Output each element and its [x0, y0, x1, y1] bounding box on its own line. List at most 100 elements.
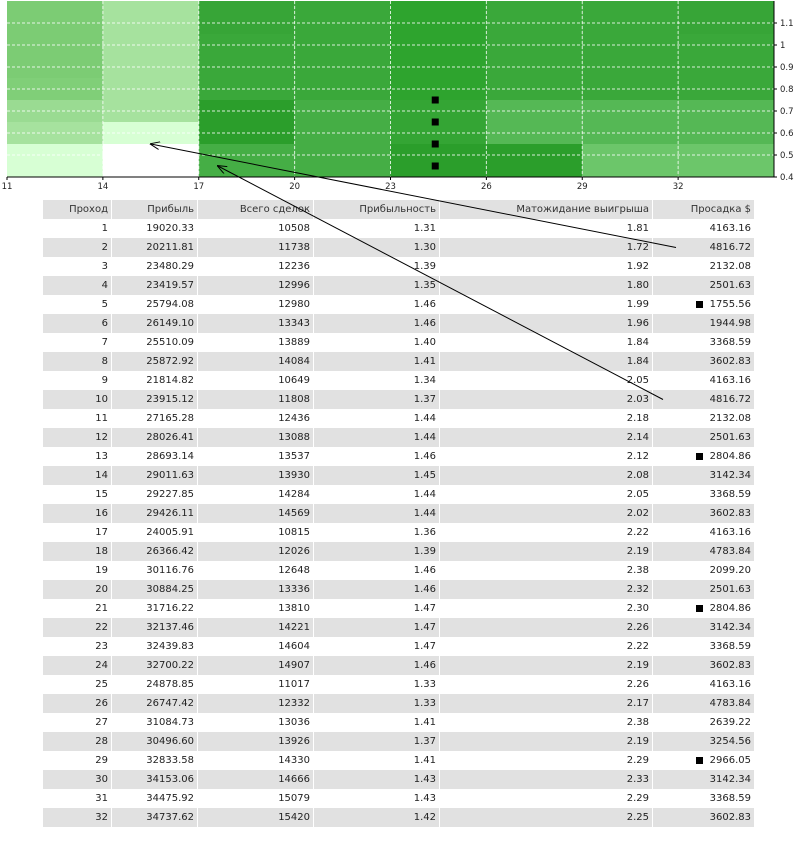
- heatmap-cell: [582, 78, 679, 100]
- table-row[interactable]: 28 30496.60 13926 1.37 2.19 3254.56: [43, 732, 755, 751]
- table-row[interactable]: 20 30884.25 13336 1.46 2.32 2501.63: [43, 580, 755, 599]
- header-profit[interactable]: Прибыль: [111, 200, 198, 219]
- table-row[interactable]: 27 31084.73 13036 1.41 2.38 2639.22: [43, 713, 755, 732]
- table-cell: 1.39: [313, 542, 440, 561]
- cell-value: 19: [95, 565, 108, 576]
- cell-value: 3142.34: [709, 622, 751, 633]
- table-cell: 1.31: [313, 219, 440, 238]
- table-row[interactable]: 26 26747.42 12332 1.33 2.17 4783.84: [43, 694, 755, 713]
- table-row[interactable]: 30 34153.06 14666 1.43 2.33 3142.34: [43, 770, 755, 789]
- table-cell: 3368.59: [652, 789, 755, 808]
- table-row[interactable]: 16 29426.11 14569 1.44 2.02 3602.83: [43, 504, 755, 523]
- table-row[interactable]: 22 32137.46 14221 1.47 2.26 3142.34: [43, 618, 755, 637]
- cell-value: 29: [95, 755, 108, 766]
- table-cell: 11738: [197, 238, 314, 257]
- table-row[interactable]: 31 34475.92 15079 1.43 2.29 3368.59: [43, 789, 755, 808]
- table-row[interactable]: 9 21814.82 10649 1.34 2.05 4163.16: [43, 371, 755, 390]
- table-row[interactable]: 19 30116.76 12648 1.46 2.38 2099.20: [43, 561, 755, 580]
- table-row[interactable]: 17 24005.91 10815 1.36 2.22 4163.16: [43, 523, 755, 542]
- table-row[interactable]: 7 25510.09 13889 1.40 1.84 3368.59: [43, 333, 755, 352]
- table-row[interactable]: 24 32700.22 14907 1.46 2.19 3602.83: [43, 656, 755, 675]
- table-cell: 1.47: [313, 618, 440, 637]
- cell-value: 2.19: [626, 736, 649, 747]
- cell-value: 13537: [278, 451, 310, 462]
- table-cell: 2132.08: [652, 257, 755, 276]
- table-cell: 34475.92: [111, 789, 198, 808]
- cell-value: 32700.22: [146, 660, 194, 671]
- table-cell: 34153.06: [111, 770, 198, 789]
- cell-value: 2501.63: [709, 280, 751, 291]
- cell-value: 21814.82: [146, 375, 194, 386]
- table-row[interactable]: 14 29011.63 13930 1.45 2.08 3142.34: [43, 466, 755, 485]
- table-cell: 26149.10: [111, 314, 198, 333]
- cell-value: 25510.09: [146, 337, 194, 348]
- header-total-trades[interactable]: Всего сделок: [197, 200, 314, 219]
- cell-value: 2.38: [626, 717, 649, 728]
- cell-value: 10649: [278, 375, 310, 386]
- cell-value: 24005.91: [146, 527, 194, 538]
- table-cell: 23915.12: [111, 390, 198, 409]
- table-cell: 1.81: [439, 219, 653, 238]
- cell-value: 10: [95, 394, 108, 405]
- cell-value: 12: [95, 432, 108, 443]
- table-cell: 12648: [197, 561, 314, 580]
- cell-value: 31084.73: [146, 717, 194, 728]
- table-row[interactable]: 11 27165.28 12436 1.44 2.18 2132.08: [43, 409, 755, 428]
- table-row[interactable]: 13 28693.14 13537 1.46 2.12 2804.86: [43, 447, 755, 466]
- table-cell: 1.46: [313, 561, 440, 580]
- table-row[interactable]: 6 26149.10 13343 1.46 1.96 1944.98: [43, 314, 755, 333]
- table-cell: 29: [43, 751, 112, 770]
- cell-value: 3602.83: [709, 356, 751, 367]
- table-row[interactable]: 21 31716.22 13810 1.47 2.30 2804.86: [43, 599, 755, 618]
- table-cell: 1: [43, 219, 112, 238]
- cell-value: 23915.12: [146, 394, 194, 405]
- header-drawdown[interactable]: Просадка $: [652, 200, 755, 219]
- table-cell: 4816.72: [652, 238, 755, 257]
- table-cell: 12980: [197, 295, 314, 314]
- table-cell: 2.26: [439, 618, 653, 637]
- table-row[interactable]: 23 32439.83 14604 1.47 2.22 3368.59: [43, 637, 755, 656]
- heatmap-cell: [102, 122, 199, 144]
- table-row[interactable]: 25 24878.85 11017 1.33 2.26 4163.16: [43, 675, 755, 694]
- table-row[interactable]: 32 34737.62 15420 1.42 2.25 3602.83: [43, 808, 755, 827]
- table-cell: 2501.63: [652, 276, 755, 295]
- table-cell: 1.72: [439, 238, 653, 257]
- cell-value: 1.36: [413, 527, 436, 538]
- table-row[interactable]: 1 19020.33 10508 1.31 1.81 4163.16: [43, 219, 755, 238]
- table-row[interactable]: 10 23915.12 11808 1.37 2.03 4816.72: [43, 390, 755, 409]
- table-row[interactable]: 15 29227.85 14284 1.44 2.05 3368.59: [43, 485, 755, 504]
- cell-value: 1.84: [626, 356, 649, 367]
- table-cell: 2.19: [439, 732, 653, 751]
- x-tick-label: 29: [577, 182, 588, 192]
- table-cell: 25510.09: [111, 333, 198, 352]
- table-cell: 3142.34: [652, 618, 755, 637]
- y-tick-label: 1: [780, 41, 785, 51]
- table-row[interactable]: 3 23480.29 12236 1.39 1.92 2132.08: [43, 257, 755, 276]
- table-cell: 22: [43, 618, 112, 637]
- header-pass[interactable]: Проход: [43, 200, 112, 219]
- table-cell: 14084: [197, 352, 314, 371]
- header-profitability[interactable]: Прибыльность: [313, 200, 440, 219]
- cell-value: 3368.59: [709, 793, 751, 804]
- table-row[interactable]: 12 28026.41 13088 1.44 2.14 2501.63: [43, 428, 755, 447]
- cell-value: 20: [95, 584, 108, 595]
- table-cell: 1.92: [439, 257, 653, 276]
- table-row[interactable]: 18 26366.42 12026 1.39 2.19 4783.84: [43, 542, 755, 561]
- cell-value: 16: [95, 508, 108, 519]
- cell-value: 31716.22: [146, 603, 194, 614]
- cell-value: 3602.83: [709, 508, 751, 519]
- cell-value: 28693.14: [146, 451, 194, 462]
- table-row[interactable]: 2 20211.81 11738 1.30 1.72 4816.72: [43, 238, 755, 257]
- cell-value: 26366.42: [146, 546, 194, 557]
- table-cell: 1.30: [313, 238, 440, 257]
- table-row[interactable]: 4 23419.57 12996 1.35 1.80 2501.63: [43, 276, 755, 295]
- cell-value: 11808: [278, 394, 310, 405]
- table-row[interactable]: 29 32833.58 14330 1.41 2.29 2966.05: [43, 751, 755, 770]
- cell-value: 4783.84: [709, 546, 751, 557]
- table-row[interactable]: 8 25872.92 14084 1.41 1.84 3602.83: [43, 352, 755, 371]
- heatmap-cell: [198, 56, 295, 78]
- header-expected-payoff[interactable]: Матожидание выигрыша: [439, 200, 653, 219]
- y-tick-label: 0.7: [780, 107, 794, 117]
- table-row[interactable]: 5 25794.08 12980 1.46 1.99 1755.56: [43, 295, 755, 314]
- cell-value: 4163.16: [709, 375, 751, 386]
